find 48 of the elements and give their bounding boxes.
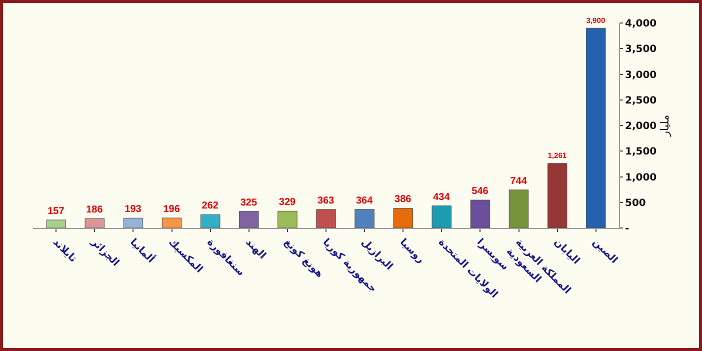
bar — [278, 210, 298, 228]
bar — [46, 220, 66, 228]
x-tick-label: تايلاند — [50, 236, 78, 265]
data-label: 3,900 — [586, 16, 606, 25]
y-tick-label: - — [625, 224, 630, 234]
bar — [354, 209, 374, 228]
data-label: 363 — [317, 195, 335, 206]
y-tick-label: 1,500 — [625, 146, 657, 158]
y-tick-label: 3,500 — [625, 44, 657, 56]
bar — [508, 190, 529, 228]
data-label: 186 — [86, 204, 104, 216]
data-label: 196 — [163, 204, 180, 215]
data-label: 262 — [202, 200, 219, 212]
y-tick-label: 2,500 — [625, 95, 657, 106]
x-tick-label: ألمانيا — [128, 235, 158, 266]
data-label: 364 — [356, 195, 374, 206]
x-tick-label: الجزائر — [88, 236, 121, 269]
y-tick-label: 3,000 — [625, 70, 657, 81]
y-tick-label: 1,000 — [625, 172, 657, 184]
bar — [547, 163, 568, 228]
data-label: 193 — [124, 204, 142, 216]
bar — [432, 206, 452, 228]
x-tick-label: اليابان — [552, 236, 582, 267]
x-tick-label: المكسيك — [166, 236, 205, 276]
y-tick-label: 4,000 — [625, 18, 657, 30]
bar — [123, 218, 144, 228]
bar — [239, 211, 259, 228]
data-label: 744 — [510, 176, 528, 187]
x-tick-label: روسيا — [397, 236, 426, 266]
bar — [393, 208, 413, 228]
bar — [316, 209, 336, 228]
bar — [470, 200, 490, 228]
data-label: 434 — [433, 192, 450, 203]
data-label: 329 — [278, 197, 296, 208]
data-label: 325 — [240, 197, 258, 208]
y-tick-label: 500 — [625, 198, 646, 209]
data-label: 386 — [394, 194, 412, 206]
y-tick-label: 2,000 — [625, 121, 657, 132]
data-label: 157 — [48, 206, 65, 217]
bar — [586, 28, 606, 228]
bar — [162, 218, 182, 228]
bar — [84, 218, 105, 228]
y-axis-title: مليار — [658, 114, 672, 138]
x-tick-label: هونغ كونغ — [282, 236, 325, 280]
bar — [200, 214, 220, 228]
data-label: 1,261 — [548, 151, 567, 160]
data-label: 546 — [472, 186, 489, 198]
x-tick-label: الصين — [590, 236, 620, 266]
